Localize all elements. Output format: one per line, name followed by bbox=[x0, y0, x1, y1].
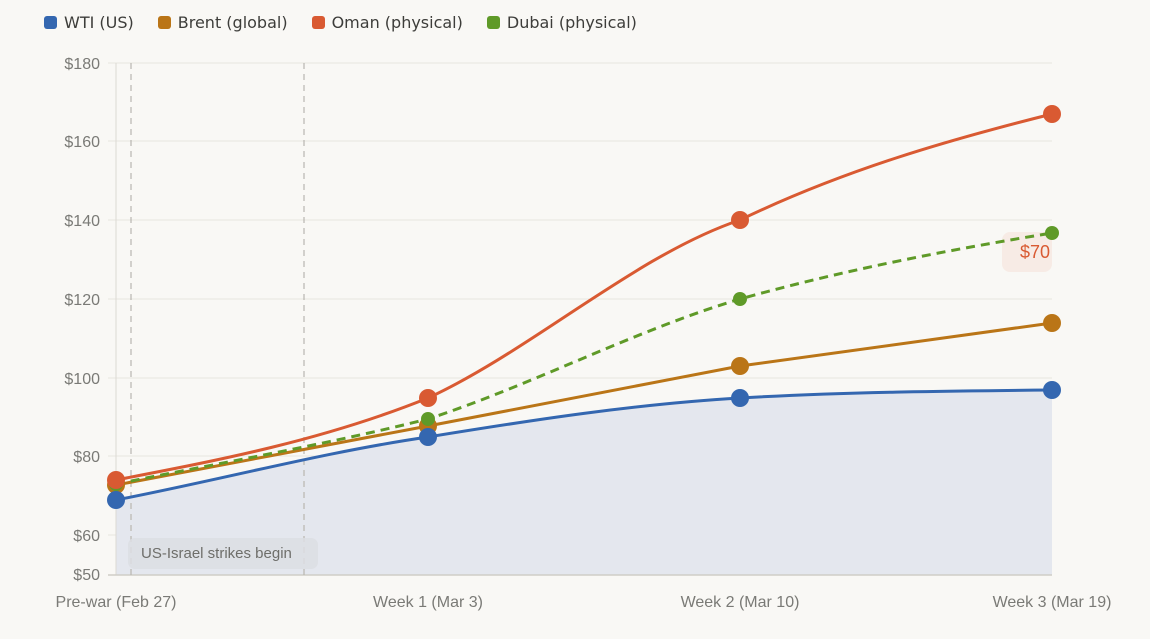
y-tick: $60 bbox=[73, 528, 100, 545]
dubai-point[interactable] bbox=[1045, 226, 1059, 240]
legend-item-dubai[interactable]: Dubai (physical) bbox=[486, 13, 637, 32]
wti-markers bbox=[107, 381, 1061, 509]
legend-label: Brent (global) bbox=[177, 13, 288, 32]
brent-point[interactable] bbox=[1043, 314, 1061, 332]
wti-point[interactable] bbox=[107, 491, 125, 509]
dubai-point[interactable] bbox=[733, 292, 747, 306]
oman-point[interactable] bbox=[1043, 105, 1061, 123]
oman-line bbox=[115, 112, 1053, 482]
x-tick: Week 2 (Mar 10) bbox=[681, 594, 800, 611]
legend-item-wti[interactable]: WTI (US) bbox=[44, 13, 134, 32]
wti-line bbox=[115, 388, 1053, 502]
legend-item-oman[interactable]: Oman (physical) bbox=[311, 13, 463, 32]
annotation-label: US-Israel strikes begin bbox=[141, 545, 292, 562]
chart-legend: WTI (US) Brent (global) Oman (physical) … bbox=[44, 13, 637, 32]
legend-label: Dubai (physical) bbox=[506, 13, 637, 32]
y-tick: $50 bbox=[73, 567, 100, 584]
y-tick: $100 bbox=[64, 371, 100, 388]
oman-point[interactable] bbox=[107, 471, 125, 489]
y-tick: $140 bbox=[64, 213, 100, 230]
wti-swatch-icon bbox=[44, 16, 57, 29]
oman-point[interactable] bbox=[419, 389, 437, 407]
dubai-point[interactable] bbox=[421, 412, 435, 426]
dubai-line bbox=[115, 231, 1053, 486]
brent-swatch-icon bbox=[157, 16, 171, 29]
annotation-strikes: US-Israel strikes begin bbox=[128, 538, 318, 569]
end-value-label: $70 bbox=[1002, 232, 1052, 272]
oman-point[interactable] bbox=[731, 211, 749, 229]
y-tick: $80 bbox=[73, 449, 100, 466]
wti-point[interactable] bbox=[1043, 381, 1061, 399]
wti-point[interactable] bbox=[419, 428, 437, 446]
legend-label: WTI (US) bbox=[64, 13, 134, 32]
dubai-swatch-icon bbox=[486, 16, 500, 29]
y-tick: $160 bbox=[64, 134, 100, 151]
wti-point[interactable] bbox=[731, 389, 749, 407]
x-axis-ticks: Pre-war (Feb 27) Week 1 (Mar 3) Week 2 (… bbox=[56, 594, 1112, 611]
y-tick: $120 bbox=[64, 292, 100, 309]
x-tick: Week 1 (Mar 3) bbox=[373, 594, 483, 611]
wti-area-fill bbox=[116, 390, 1052, 575]
x-tick: Week 3 (Mar 19) bbox=[993, 594, 1112, 611]
brent-point[interactable] bbox=[731, 357, 749, 375]
y-tick: $180 bbox=[64, 56, 100, 73]
end-label-text: $70 bbox=[1020, 242, 1050, 262]
y-axis-ticks: $180 $160 $140 $120 $100 $80 $60 $50 bbox=[64, 56, 100, 584]
legend-item-brent[interactable]: Brent (global) bbox=[157, 13, 288, 32]
legend-label: Oman (physical) bbox=[331, 13, 463, 32]
brent-line bbox=[115, 321, 1053, 487]
x-tick: Pre-war (Feb 27) bbox=[56, 594, 177, 611]
oman-markers bbox=[107, 105, 1061, 489]
oman-swatch-icon bbox=[311, 16, 325, 29]
